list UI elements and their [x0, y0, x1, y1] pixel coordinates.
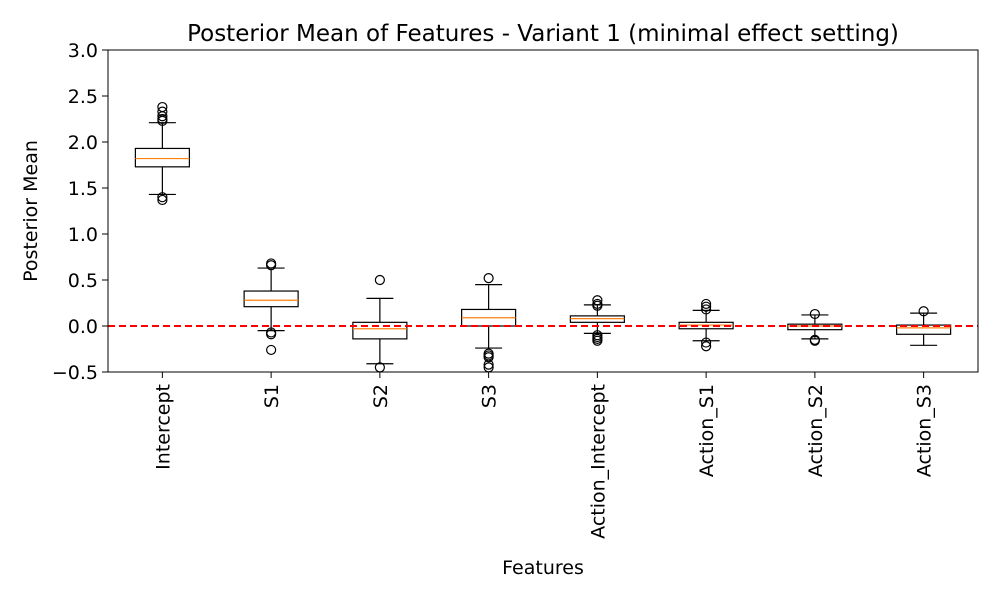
y-tick-label: 0.0 [68, 316, 98, 338]
x-tick-label: Action_S2 [805, 384, 827, 477]
y-tick-label: −0.5 [52, 362, 98, 384]
box-iqr [352, 321, 408, 340]
x-tick-label: Action_S3 [914, 384, 936, 477]
outlier-point [701, 337, 712, 348]
x-axis-label: Features [502, 557, 584, 579]
outlier-point [592, 335, 603, 346]
outlier-point [157, 111, 168, 122]
outlier-point [483, 273, 494, 284]
x-tick-label: Intercept [152, 384, 174, 470]
outlier-point [592, 300, 603, 311]
outlier-point [266, 329, 277, 340]
y-axis-label: Posterior Mean [20, 140, 42, 282]
x-tick-label: Action_S1 [696, 384, 718, 477]
outlier-point [701, 298, 712, 310]
y-tick-label: 1.5 [68, 178, 98, 200]
outlier-point [809, 308, 820, 320]
outlier-point [157, 194, 168, 206]
y-tick-label: 1.0 [68, 224, 98, 246]
box-iqr [787, 323, 843, 331]
outlier-point [701, 301, 712, 312]
axes-frame [107, 49, 979, 373]
x-tick-label: S2 [370, 384, 392, 408]
outlier-point [266, 344, 277, 356]
outlier-point [266, 260, 277, 271]
plot-area: −0.5 0.0 0.5 1.0 1.5 2.0 2.5 3.0 Intercept S1 S2 S3… [52, 40, 979, 539]
outlier-point [157, 192, 168, 203]
outlier-point [701, 341, 712, 352]
x-tick-label: S3 [479, 384, 501, 408]
outlier-point [701, 304, 712, 315]
outlier-point [918, 306, 929, 317]
chart-title: Posterior Mean of Features - Variant 1 (… [187, 21, 899, 47]
y-tick-label: 0.5 [68, 270, 98, 292]
outlier-point [809, 335, 820, 346]
outlier-point [483, 352, 494, 363]
y-tick-label: 2.5 [68, 86, 98, 108]
outlier-point [592, 295, 603, 306]
outlier-point [157, 115, 168, 126]
x-tick-label: Action_Intercept [587, 384, 609, 539]
box-iqr [243, 290, 299, 308]
y-tick-label: 2.0 [68, 132, 98, 154]
x-tick-label: S1 [261, 384, 283, 408]
outlier-point [374, 274, 385, 286]
outlier-point [483, 359, 494, 370]
y-tick-label: 3.0 [68, 40, 98, 62]
box-iqr [134, 147, 190, 168]
